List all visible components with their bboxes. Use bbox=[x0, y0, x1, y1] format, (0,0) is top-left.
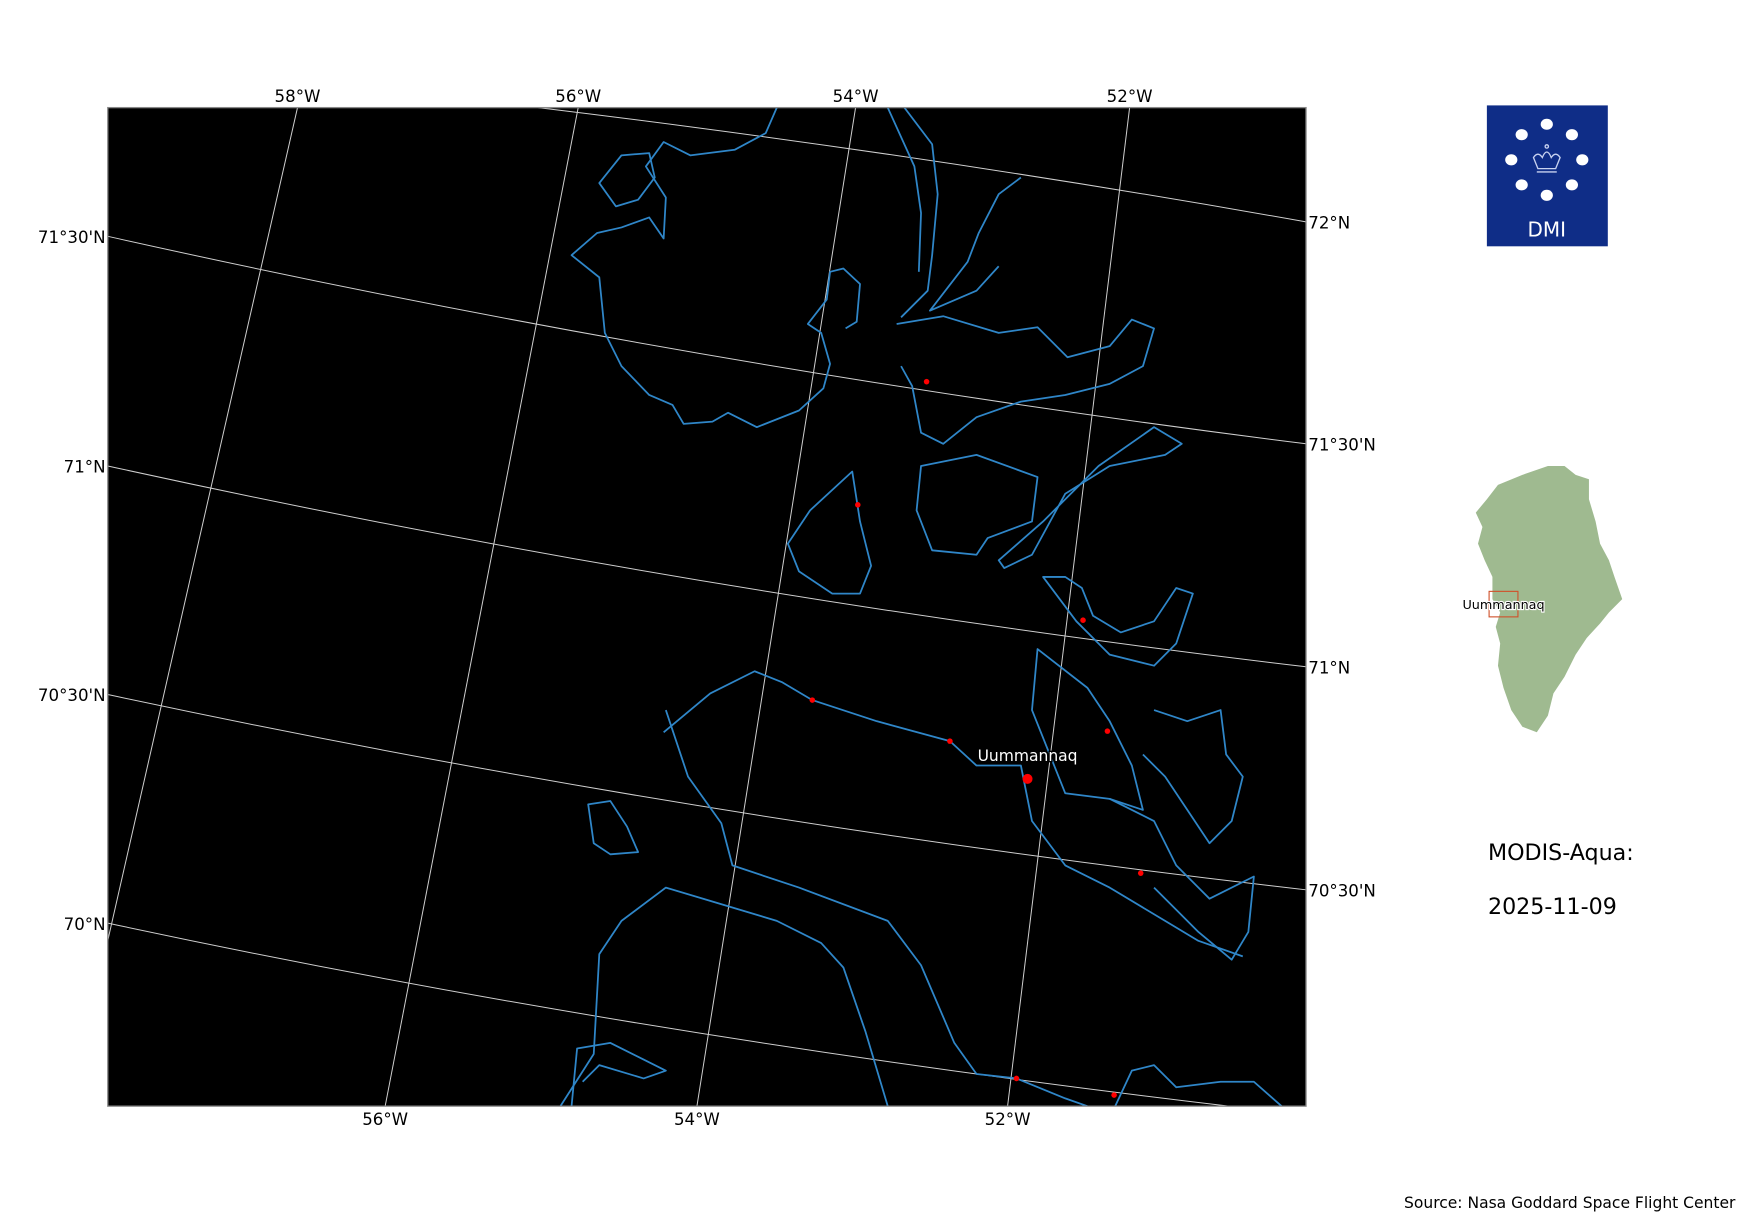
town-marker bbox=[809, 697, 816, 703]
lat-label-right: 71°N bbox=[1308, 658, 1350, 677]
lon-label-bottom: 52°W bbox=[985, 1110, 1031, 1129]
logo-dot bbox=[1540, 118, 1553, 130]
logo-dot bbox=[1505, 154, 1518, 166]
lat-label-left: 70°N bbox=[64, 915, 106, 934]
meridian-line bbox=[384, 107, 579, 1107]
coastline bbox=[665, 709, 1088, 1107]
greenland-shape bbox=[1475, 465, 1623, 733]
coastline bbox=[1142, 709, 1244, 845]
parallel-line bbox=[107, 235, 1307, 445]
lon-label-top: 52°W bbox=[1107, 87, 1153, 106]
lon-label-bottom: 56°W bbox=[362, 1110, 408, 1129]
coastline bbox=[559, 886, 889, 1107]
parallel-line bbox=[107, 465, 1307, 668]
logo-dot bbox=[1540, 189, 1553, 201]
lat-label-right: 71°30'N bbox=[1308, 435, 1376, 454]
town-marker bbox=[947, 738, 953, 744]
coastline bbox=[598, 152, 656, 208]
dmi-logo: DMI bbox=[1486, 105, 1608, 247]
logo-dot bbox=[1515, 129, 1528, 141]
coastline bbox=[1031, 648, 1144, 811]
town-marker bbox=[1104, 728, 1111, 734]
coastline bbox=[1114, 1064, 1283, 1107]
coastline bbox=[787, 470, 872, 595]
coastline bbox=[929, 176, 1022, 312]
coastline bbox=[587, 800, 640, 856]
lat-label-right: 70°30'N bbox=[1308, 881, 1376, 900]
coastlines bbox=[559, 107, 1283, 1107]
lat-label-left: 70°30'N bbox=[38, 686, 106, 705]
logo-dot bbox=[1565, 129, 1578, 141]
coastline bbox=[997, 426, 1183, 569]
parallel-line bbox=[107, 694, 1307, 891]
lon-label-top: 54°W bbox=[833, 87, 879, 106]
town-marker bbox=[1080, 617, 1086, 623]
town-marker bbox=[923, 378, 930, 385]
coastline bbox=[896, 315, 1155, 445]
coastline bbox=[915, 454, 1039, 556]
map-panel[interactable]: Uummannaq bbox=[70, 106, 1307, 1115]
coastline bbox=[570, 107, 861, 429]
town-marker bbox=[1013, 1075, 1020, 1082]
parallel-line bbox=[107, 922, 1234, 1107]
coastline bbox=[1109, 798, 1255, 961]
logo-dot bbox=[1565, 179, 1578, 191]
logo-dot bbox=[1515, 179, 1528, 191]
coastline bbox=[900, 107, 939, 318]
map-frame bbox=[107, 106, 1307, 1107]
logo-text: DMI bbox=[1528, 217, 1567, 241]
town-markers bbox=[809, 378, 1144, 1098]
date-label: 2025-11-09 bbox=[1488, 894, 1617, 920]
town-marker bbox=[1137, 870, 1144, 876]
uummannaq-marker bbox=[1022, 773, 1033, 784]
source-credit: Source: Nasa Goddard Space Flight Center bbox=[1404, 1194, 1736, 1212]
city-label: Uummannaq bbox=[978, 747, 1078, 765]
lat-label-right: 72°N bbox=[1308, 214, 1350, 233]
lat-label-left: 71°N bbox=[64, 458, 106, 477]
coastline bbox=[663, 670, 1244, 958]
logo-dot bbox=[1576, 154, 1589, 166]
parallel-line bbox=[538, 107, 1307, 223]
coastline bbox=[570, 1042, 667, 1107]
lon-label-top: 56°W bbox=[555, 87, 601, 106]
inset-label: Uummannaq bbox=[1462, 598, 1544, 613]
lat-label-left: 71°30'N bbox=[38, 228, 106, 247]
inset-region-box bbox=[1488, 590, 1519, 618]
map-background bbox=[107, 107, 1307, 1107]
lon-label-top: 58°W bbox=[275, 87, 321, 106]
meridian-line bbox=[1007, 107, 1131, 1107]
coastline bbox=[1042, 576, 1194, 667]
town-marker bbox=[1111, 1092, 1117, 1098]
town-marker bbox=[855, 502, 861, 508]
coastline bbox=[886, 107, 922, 272]
lon-label-bottom: 54°W bbox=[674, 1110, 720, 1129]
crown-icon bbox=[1532, 144, 1561, 173]
greenland-inset-map: Uummannaq bbox=[1461, 465, 1623, 733]
sensor-label: MODIS-Aqua: bbox=[1488, 840, 1634, 866]
